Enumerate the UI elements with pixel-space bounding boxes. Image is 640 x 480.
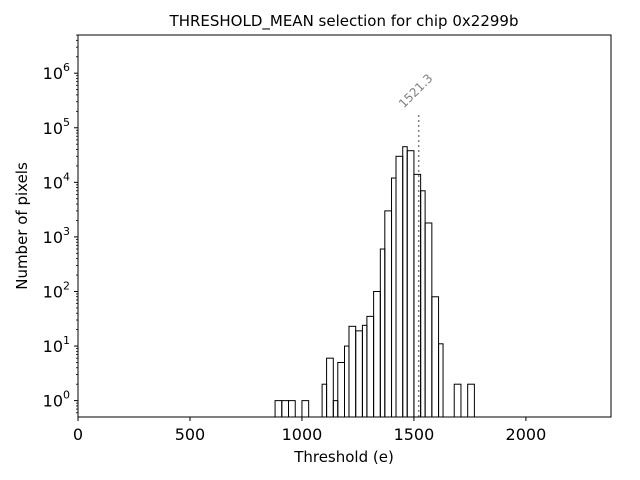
- y-tick-label: 105: [43, 116, 70, 138]
- y-tick-label: 102: [43, 279, 70, 301]
- y-tick-label: 104: [43, 170, 70, 192]
- x-axis-ticks: 0 500 1000 1500 2000: [73, 417, 546, 444]
- x-tick-label: 500: [175, 425, 206, 444]
- x-tick-label: 0: [73, 425, 83, 444]
- y-tick-label: 103: [43, 225, 70, 247]
- x-tick-label: 1000: [282, 425, 323, 444]
- y-tick-label: 106: [43, 61, 70, 83]
- y-axis-label: Number of pixels: [13, 162, 31, 290]
- x-tick-label: 1500: [394, 425, 435, 444]
- plot-frame: [77, 34, 612, 418]
- y-axis-ticks: 100 101 102 103 104 105 106: [43, 34, 78, 414]
- x-tick-label: 2000: [506, 425, 547, 444]
- x-axis-label: Threshold (e): [293, 448, 394, 466]
- chart-title: THRESHOLD_MEAN selection for chip 0x2299…: [169, 12, 519, 31]
- y-tick-label: 100: [43, 389, 70, 411]
- y-tick-label: 101: [43, 334, 70, 356]
